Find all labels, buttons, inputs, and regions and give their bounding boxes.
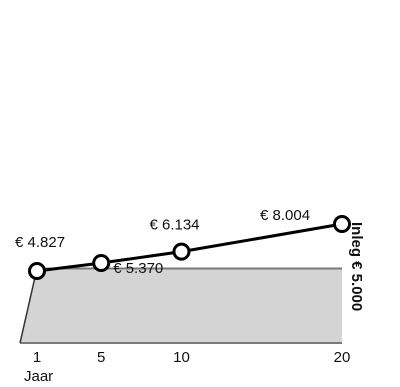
series-line-group bbox=[36, 222, 343, 273]
x-tick-5: 5 bbox=[97, 349, 105, 366]
data-label-5: € 5.370 bbox=[113, 260, 163, 277]
inleg-label: Inleg € 5.000 bbox=[348, 222, 365, 311]
series-line bbox=[36, 222, 343, 273]
plot-area bbox=[20, 267, 342, 343]
x-tick-1: 1 bbox=[33, 349, 41, 366]
x-axis-label: Jaar bbox=[24, 368, 53, 385]
x-tick-labels: 1 5 10 20 bbox=[33, 349, 351, 366]
data-points bbox=[28, 215, 351, 280]
x-tick-20: 20 bbox=[334, 349, 351, 366]
data-labels: € 4.827 € 5.370 € 6.134 € 8.004 bbox=[15, 207, 310, 277]
data-point-10 bbox=[172, 242, 191, 261]
area-left-edge bbox=[19, 268, 38, 344]
data-label-10: € 6.134 bbox=[149, 217, 199, 234]
x-axis bbox=[19, 268, 342, 344]
data-point-5 bbox=[92, 253, 111, 272]
data-label-1: € 4.827 bbox=[15, 234, 65, 251]
x-tick-10: 10 bbox=[173, 349, 190, 366]
data-point-20 bbox=[333, 215, 351, 233]
data-label-20: € 8.004 bbox=[260, 207, 310, 224]
inleg-area bbox=[20, 268, 342, 343]
data-point-1 bbox=[28, 262, 46, 280]
